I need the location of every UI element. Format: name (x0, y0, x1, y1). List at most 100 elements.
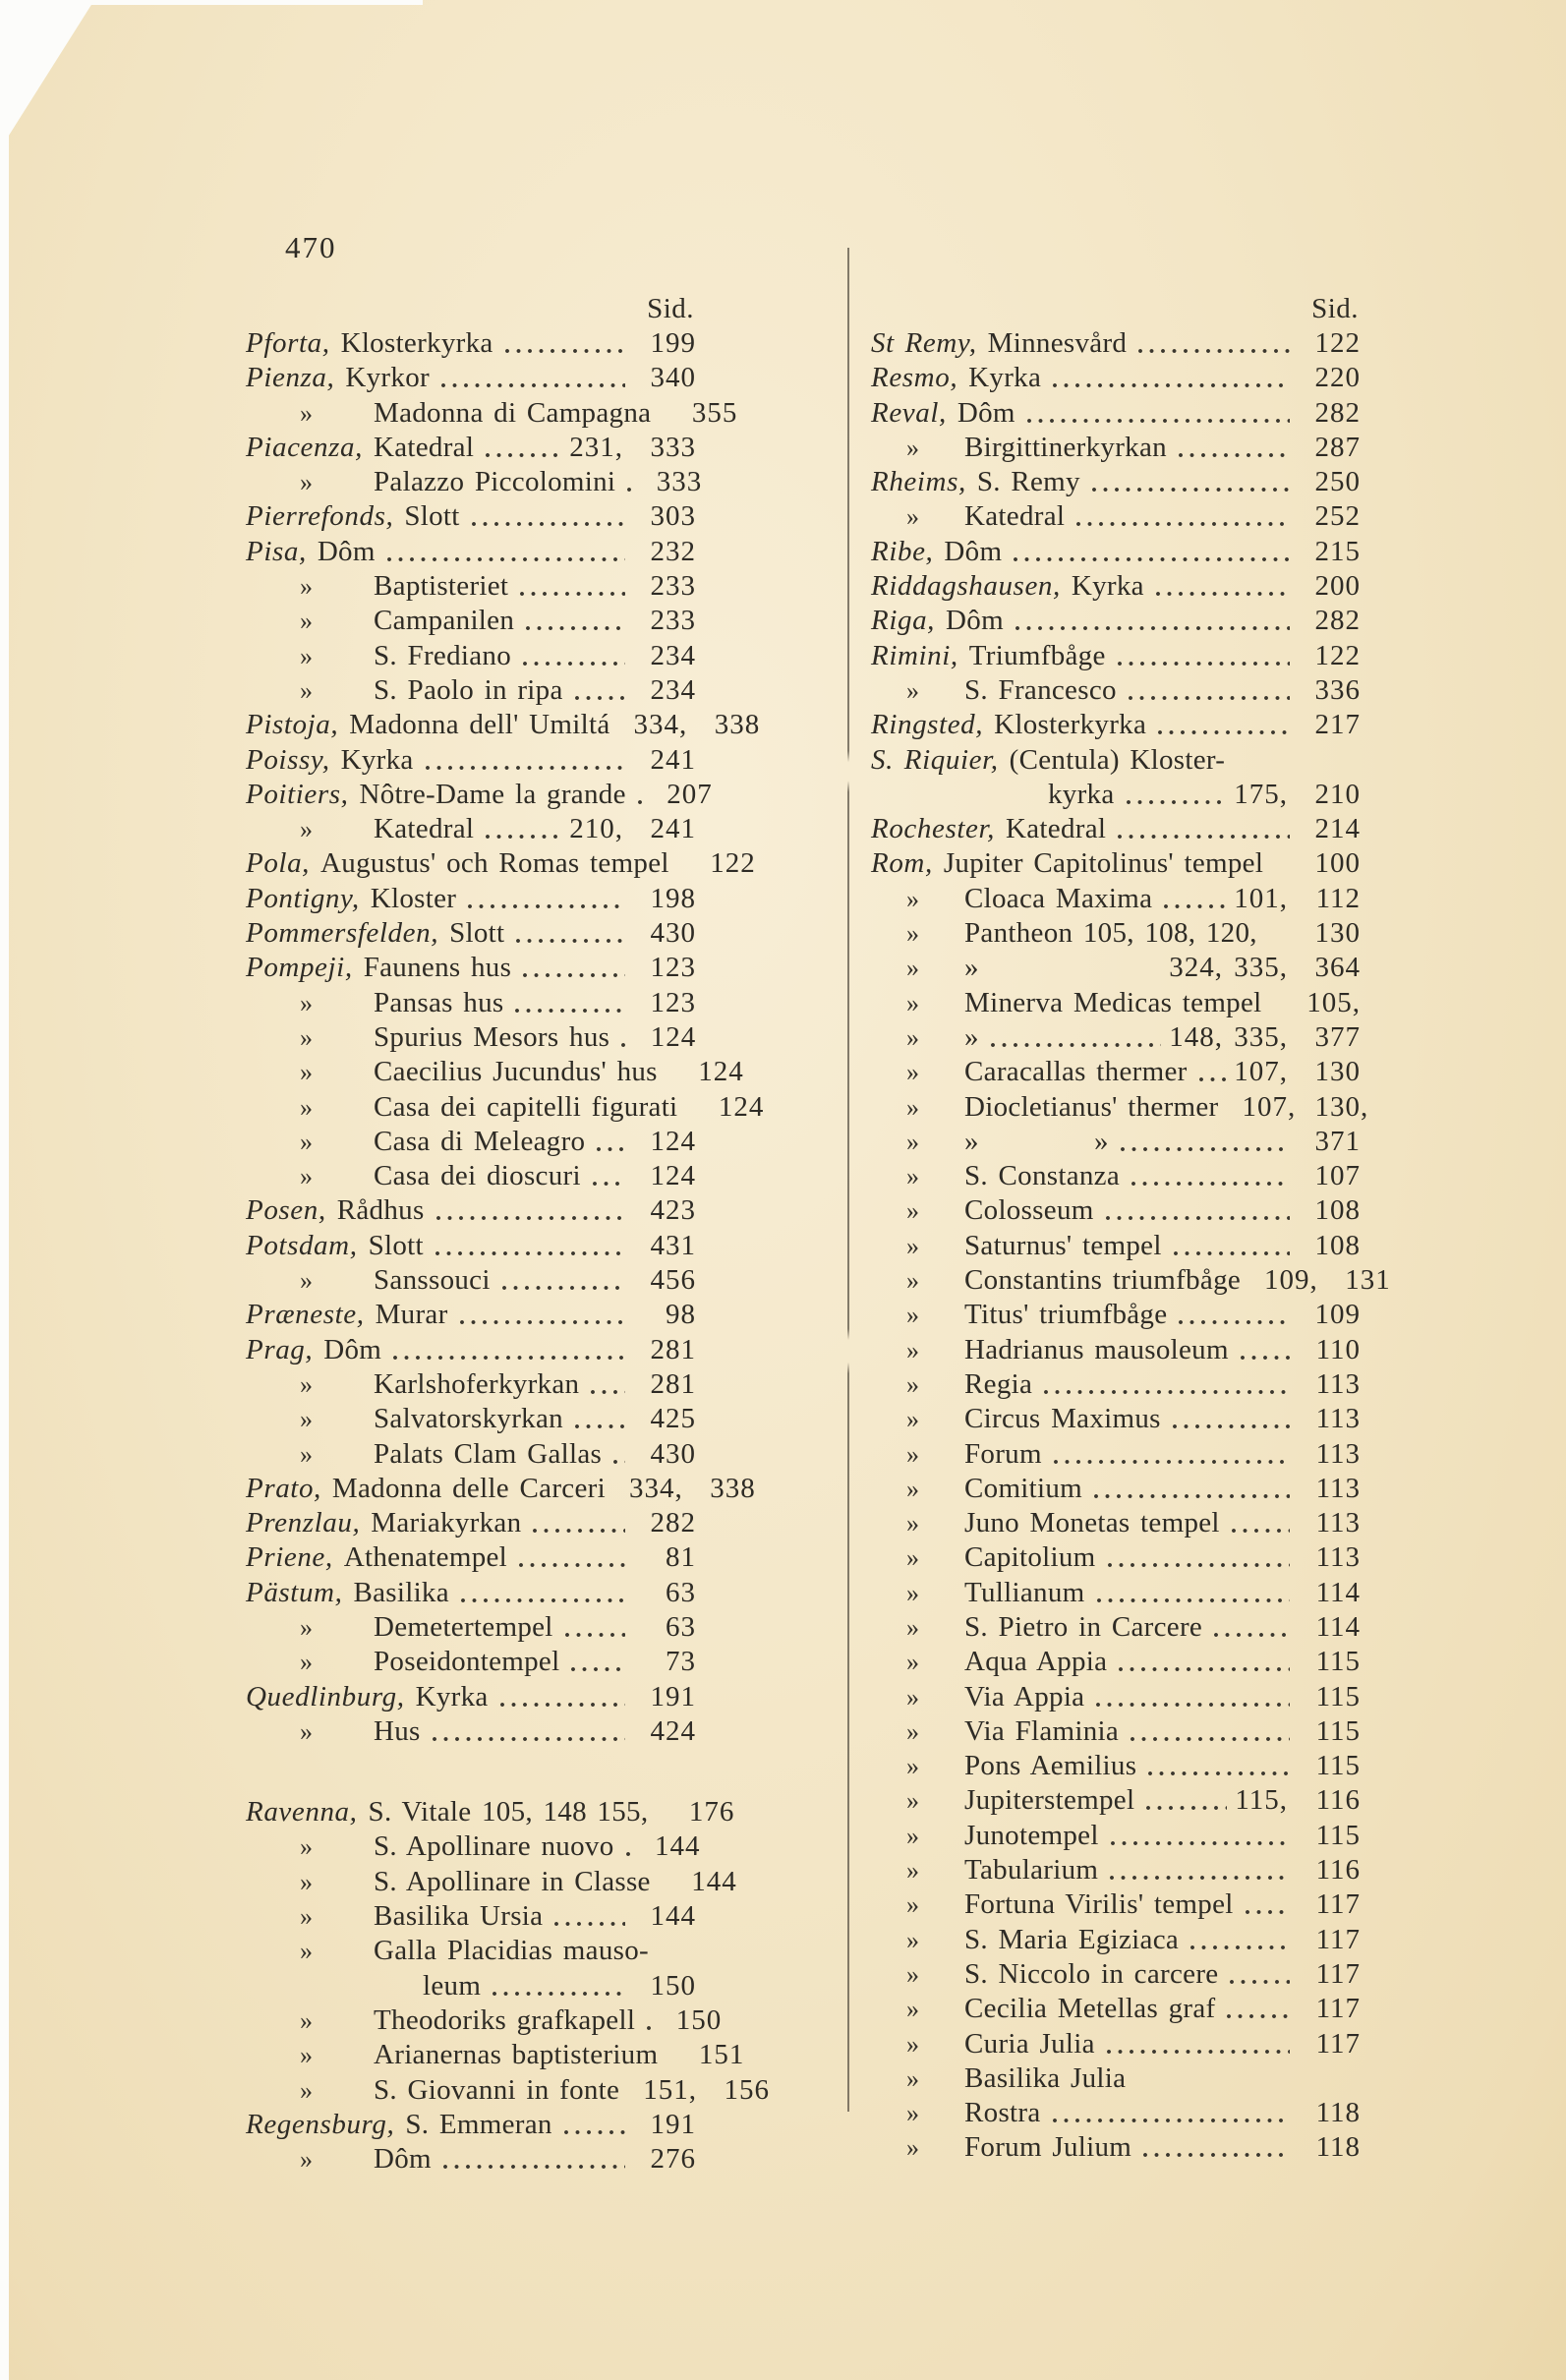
dot-leader (499, 1263, 625, 1299)
dot-leader (1171, 1228, 1290, 1264)
page-ref: 124 (698, 1056, 744, 1088)
index-entry: leum 150 (246, 1968, 696, 2003)
place-name: Rom, (871, 847, 933, 880)
place-name: Pästum, (246, 1576, 343, 1608)
entry-text: Basilika Julia (964, 2061, 1127, 2094)
entry-text: Mariakyrkan (371, 1507, 522, 1539)
index-entry: Pierrefonds, Slott 303 (246, 499, 696, 535)
index-entry: » » 324, 335, 364 (871, 951, 1361, 985)
index-entry: » S. Niccolo in carcere 117 (871, 1956, 1361, 1993)
entry-text: Palazzo Piccolomini (374, 466, 616, 498)
sub-entry-marker: » (906, 1335, 919, 1364)
place-name: Præneste, (246, 1299, 365, 1331)
entry-text: Augustus' och Romas tempel (320, 847, 669, 880)
entry-text: Basilika (353, 1576, 449, 1608)
entry-text: Triumfbåge (968, 639, 1106, 671)
place-name: Pierrefonds, (246, 500, 394, 533)
index-entry: » Colosseum 108 (871, 1193, 1361, 1229)
entry-text: Hus (374, 1714, 421, 1747)
index-entry: » Palazzo Piccolomini 333 (246, 465, 701, 500)
dot-leader (1103, 1193, 1290, 1229)
place-name: Pforta, (246, 327, 330, 359)
index-entry: » Curia Julia 117 (871, 2026, 1361, 2061)
entry-text: Kyrka (340, 743, 414, 776)
entry-text: Slott (449, 917, 505, 950)
page-ref: 371 (1314, 1125, 1361, 1157)
spacer (661, 1865, 667, 1899)
dot-leader (1238, 1332, 1290, 1367)
index-entry: Pistoja, Madonna dell' Umiltá 334, 338 (246, 708, 759, 742)
sub-entry-marker: » (906, 1058, 919, 1087)
place-name: Priene, (246, 1541, 333, 1574)
entry-text: Pantheon 105, 108, 120, (964, 917, 1257, 950)
dot-leader (1144, 1783, 1228, 1819)
dot-leader (562, 1609, 625, 1646)
place-name: Poitiers, (246, 778, 349, 810)
page-ref: 107 (1314, 1160, 1361, 1192)
entry-text: Murar (375, 1299, 448, 1331)
entry-text: Arianernas baptisterium (374, 2039, 659, 2071)
column-header-sid-right: Sid. (1311, 293, 1359, 324)
index-entry: » Circus Maximus 113 (871, 1402, 1361, 1437)
dot-leader (1013, 604, 1290, 639)
sub-entry-marker: » (906, 502, 919, 532)
index-entry: Pontigny, Kloster 198 (246, 881, 696, 917)
entry-text: Kyrkor (345, 362, 430, 394)
entry-text: Faunens hus (363, 952, 512, 984)
page-ref: 191 (650, 2108, 696, 2140)
spacer (1272, 986, 1290, 1020)
entry-text: S. Emmeran (405, 2108, 552, 2140)
index-entry: » Palats Clam Gallas 430 (246, 1436, 696, 1472)
entry-text: Pansas hus (374, 986, 504, 1018)
dot-leader (518, 569, 625, 605)
dot-leader (521, 638, 625, 673)
sub-entry-marker: » (906, 1786, 919, 1816)
sub-entry-marker: » (906, 919, 919, 949)
page-ref: 215 (1314, 535, 1361, 567)
entry-text: Slott (404, 500, 460, 533)
page-ref: 116 (1315, 1784, 1361, 1817)
page-ref: 364 (1314, 952, 1361, 984)
entry-text: Nôtre-Dame la grande (359, 778, 626, 810)
place-name: Potsdam, (246, 1229, 358, 1261)
sub-entry-marker: » (300, 1439, 313, 1469)
index-entry: » Salvatorskyrkan 425 (246, 1402, 696, 1437)
index-entry: » Rostra 118 (871, 2096, 1361, 2131)
place-name: Posen, (246, 1194, 326, 1227)
page-ref: 124 (718, 1090, 765, 1123)
entry-text: Via Appia (964, 1680, 1085, 1712)
page-ref: 303 (650, 500, 696, 533)
entry-text: Baptisteriet (374, 570, 509, 603)
index-entry: » Forum 113 (871, 1436, 1361, 1472)
entry-text: Madonna dell' Umiltá (349, 709, 610, 741)
column-divider (847, 248, 849, 2112)
index-entry: Pästum, Basilika 63 (246, 1575, 696, 1610)
page-ref: 281 (650, 1333, 696, 1365)
dot-leader (531, 1506, 625, 1541)
index-entry: » S. Constanza 107 (871, 1159, 1361, 1194)
page-ref: 377 (1314, 1020, 1361, 1053)
sub-entry-marker: » (906, 1612, 919, 1642)
index-entry: » Katedral 252 (871, 499, 1361, 535)
entry-text: Demetertempel (374, 1610, 553, 1643)
place-name: Rimini, (871, 639, 958, 671)
page-ref: 355 (691, 396, 738, 429)
entry-text: Regia (964, 1367, 1033, 1400)
dot-leader (572, 1402, 625, 1437)
entry-text: Tullianum (964, 1576, 1085, 1608)
entry-text: Constantins triumfbåge (964, 1264, 1242, 1297)
page-ref: 241 (650, 743, 696, 776)
index-entry: » Regia 113 (871, 1366, 1361, 1403)
index-entry: » Campanilen 233 (246, 604, 696, 639)
index-entry: » Dôm 276 (246, 2142, 696, 2177)
dot-leader (1225, 1992, 1290, 2027)
spacer (1135, 2061, 1353, 2096)
page-ref: 117 (1315, 1888, 1361, 1921)
entry-text: Circus Maximus (964, 1403, 1161, 1435)
entry-text: kyrka (1048, 778, 1115, 810)
page-number: 470 (285, 230, 337, 264)
index-entry: » S. Maria Egiziaca 117 (871, 1922, 1361, 1957)
page-ref: 220 (1314, 362, 1361, 394)
sub-entry-marker: » (906, 1752, 919, 1781)
entry-text: Colosseum (964, 1194, 1094, 1227)
